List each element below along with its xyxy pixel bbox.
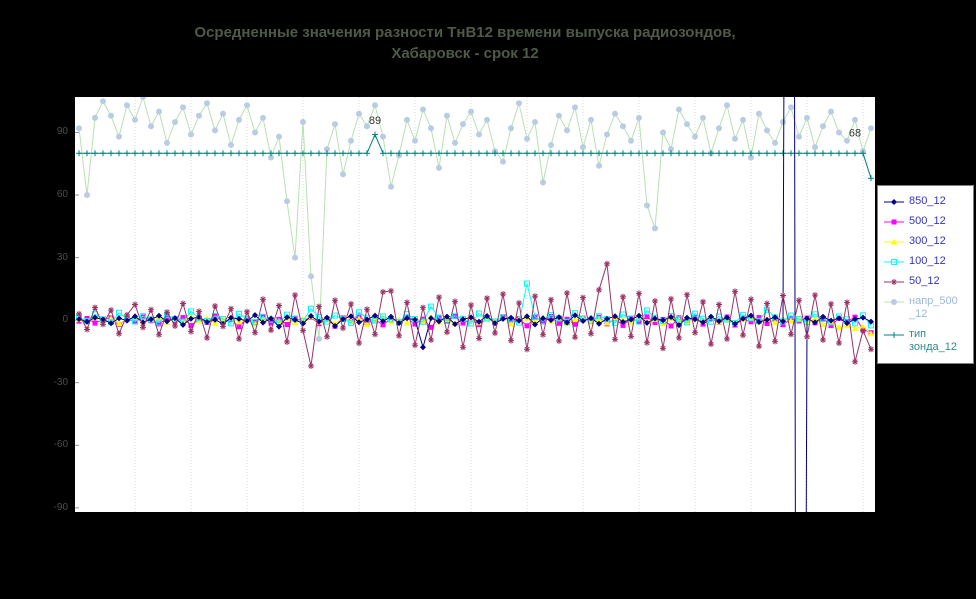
legend-entry-label: тип зонда_12: [909, 328, 958, 353]
legend-entry-label: 500_12: [909, 215, 946, 227]
y-axis-tick-label: -60: [53, 439, 68, 450]
y-axis-tick-label: 30: [56, 252, 68, 263]
legend-entry[interactable]: 500_12: [881, 211, 970, 231]
chart-title-line1: Осредненные значения разности ТнВ12 врем…: [194, 24, 736, 41]
chart-canvas: 89 68: [75, 97, 875, 512]
chart-title[interactable]: Осредненные значения разности ТнВ12 врем…: [0, 22, 930, 64]
plot-area[interactable]: 89 68: [75, 97, 875, 512]
y-axis-tick-label: -30: [53, 377, 68, 388]
legend-entry-label: 300_12: [909, 235, 946, 247]
legend-entry[interactable]: 300_12: [881, 231, 970, 251]
legend[interactable]: 850_12 500_12 300_12 100_12 50_12 напр_500 _12…: [877, 185, 974, 364]
legend-entry-label: 50_12: [909, 275, 940, 287]
y-axis-tick-label: 90: [56, 126, 68, 137]
y-axis-tick-label: 0: [62, 314, 68, 325]
legend-entry-label: 850_12: [909, 195, 946, 207]
diamond-marker-icon: [884, 199, 904, 205]
y-axis: 90 60 30 0 -30 -60 -90: [28, 0, 68, 599]
data-label: 89: [369, 115, 381, 127]
triangle-marker-icon: [884, 238, 904, 245]
data-label: 68: [849, 128, 861, 140]
legend-entry-label: напр_500 _12: [909, 295, 958, 320]
legend-entry[interactable]: 50_12: [881, 271, 970, 291]
square-marker-icon: [884, 219, 904, 225]
star-marker-icon: [884, 279, 904, 285]
legend-entry[interactable]: 850_12: [881, 191, 970, 211]
legend-entry-label: 100_12: [909, 255, 946, 267]
plus-marker-icon: [884, 332, 904, 338]
y-axis-tick-label: 60: [56, 189, 68, 200]
legend-entry[interactable]: напр_500 _12: [881, 291, 970, 324]
chart-title-line2: Хабаровск - срок 12: [391, 45, 539, 62]
circle-marker-icon: [884, 299, 904, 305]
y-axis-tick-label: -90: [53, 502, 68, 513]
square-open-marker-icon: [884, 259, 904, 265]
legend-entry[interactable]: тип зонда_12: [881, 324, 970, 357]
legend-entry[interactable]: 100_12: [881, 251, 970, 271]
